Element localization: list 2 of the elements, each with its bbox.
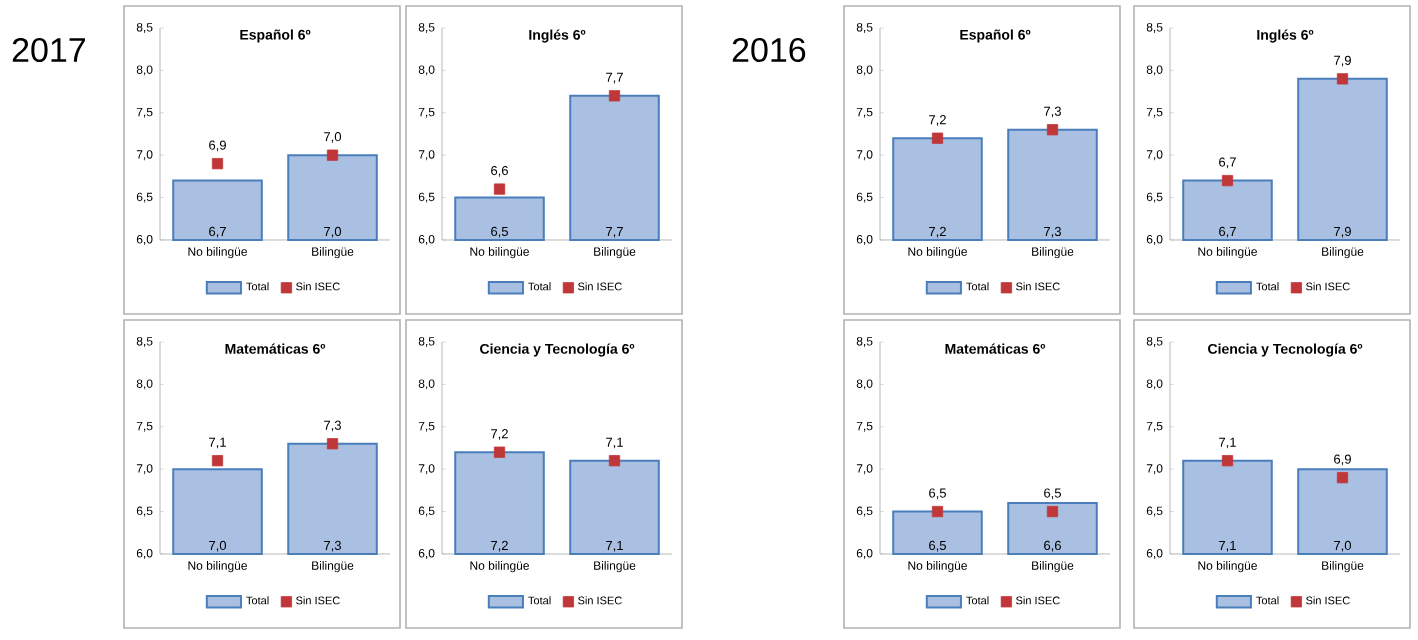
text: 2017	[12, 37, 85, 63]
text: 2016	[732, 37, 806, 63]
